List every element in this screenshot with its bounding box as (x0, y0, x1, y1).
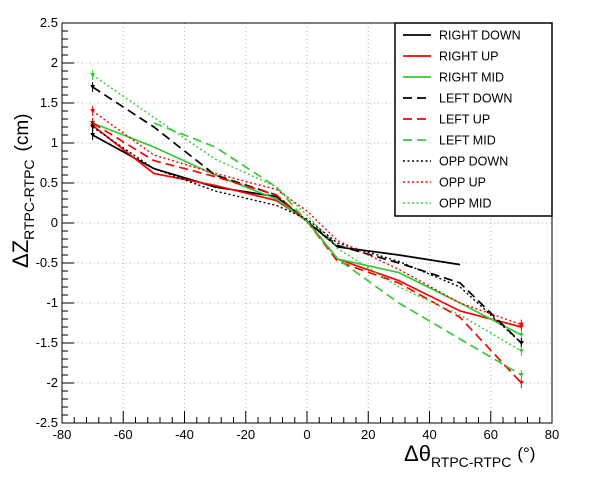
data-point-marker (90, 73, 96, 77)
legend-label: RIGHT UP (439, 50, 499, 64)
data-point-marker (90, 125, 96, 129)
data-point-marker (518, 349, 524, 353)
data-point-marker (518, 341, 524, 345)
data-point-marker (90, 109, 96, 113)
data-point-marker (518, 333, 524, 337)
y-tick-label: -1.5 (36, 335, 58, 350)
x-tick-label: 60 (484, 427, 498, 442)
legend-label: LEFT DOWN (439, 92, 512, 106)
legend-label: OPP MID (439, 197, 492, 211)
series-lines (90, 70, 524, 388)
y-tick-label: -2 (46, 375, 58, 390)
x-axis-title-main: Δθ (404, 441, 431, 466)
legend-label: OPP DOWN (439, 155, 508, 169)
y-tick-label: 2 (51, 55, 58, 70)
series-line-left-mid (153, 122, 522, 376)
x-axis-title: ΔθRTPC-RTPC (°) (404, 441, 535, 470)
data-point-marker (518, 381, 524, 385)
y-axis-title: ΔZRTPC-RTPC (cm) (8, 113, 37, 268)
data-point-marker (518, 373, 524, 377)
x-tick-label: -40 (175, 427, 194, 442)
x-tick-label: 0 (303, 427, 310, 442)
legend-label: LEFT MID (439, 134, 496, 148)
legend-label: RIGHT MID (439, 71, 504, 85)
legend-label: OPP UP (439, 176, 486, 190)
x-tick-label: -20 (236, 427, 255, 442)
x-tick-label: 80 (545, 427, 559, 442)
y-tick-label: 2.5 (40, 15, 58, 30)
y-tick-label: 0 (51, 215, 58, 230)
legend-label: RIGHT DOWN (439, 29, 521, 43)
x-tick-label: 40 (422, 427, 436, 442)
x-tick-label: -80 (53, 427, 72, 442)
series-line-opp-mid (92, 74, 522, 352)
y-tick-label: -2.5 (36, 415, 58, 430)
series-line-opp-up (92, 110, 522, 326)
legend-label: LEFT UP (439, 113, 490, 127)
axis-ticks: -80 -60 -40 -20 0 20 40 60 80 -2.5 -2 -1.5 -1 -0.5 0 0.… (36, 15, 560, 442)
series-line-opp-down (92, 126, 522, 344)
y-tick-label: -1 (46, 295, 58, 310)
data-point-marker (90, 85, 96, 89)
data-point-marker (90, 133, 96, 137)
y-tick-label: -0.5 (36, 255, 58, 270)
x-axis-title-sub: RTPC-RTPC (431, 454, 511, 470)
legend: RIGHT DOWN RIGHT UP RIGHT MID LEFT DOWN LEFT… (394, 22, 553, 217)
y-axis-title-sub: RTPC-RTPC (21, 159, 37, 239)
series-line-right-down (92, 134, 461, 266)
x-tick-label: 20 (361, 427, 375, 442)
y-axis-title-unit: (cm) (12, 113, 33, 151)
y-tick-label: 0.5 (40, 175, 58, 190)
x-tick-label: -60 (114, 427, 133, 442)
y-tick-label: 1.5 (40, 95, 58, 110)
data-point-marker (518, 322, 524, 327)
y-tick-label: 1 (51, 135, 58, 150)
x-axis-title-unit: (°) (517, 444, 535, 463)
y-axis-title-main: ΔZ (8, 240, 33, 268)
